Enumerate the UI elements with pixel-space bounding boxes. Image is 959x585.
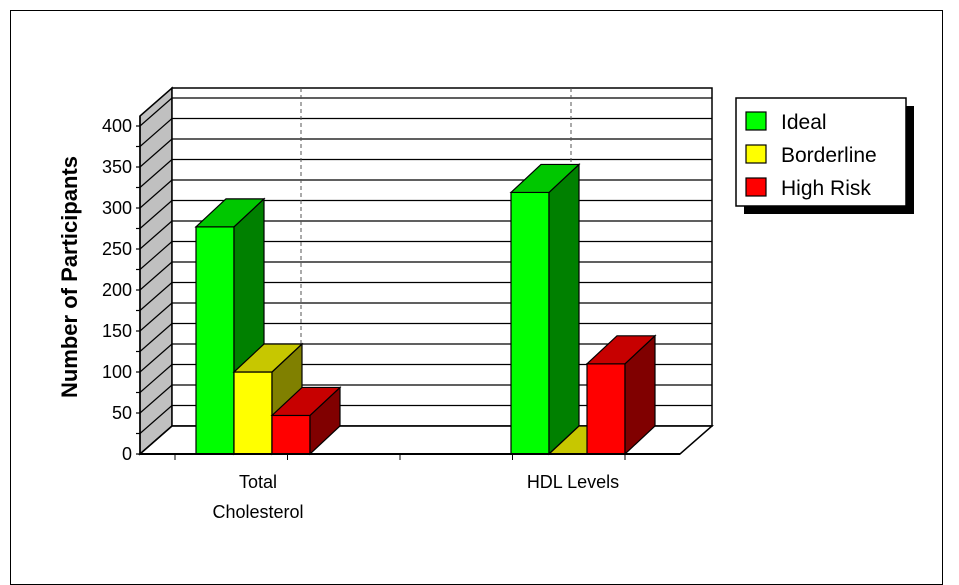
bar-top — [194, 198, 266, 228]
gridline-side — [139, 97, 173, 127]
legend-swatch — [745, 144, 767, 164]
bar-top — [232, 343, 304, 373]
legend-label: Borderline — [781, 144, 877, 167]
bar-front — [195, 226, 235, 455]
y-axis-label: Number of Participants — [57, 156, 82, 398]
legend-label: Ideal — [781, 111, 827, 134]
gridline-side — [139, 138, 173, 168]
y-tick-label: 250 — [102, 239, 132, 259]
bar — [509, 163, 581, 456]
gridline-side — [139, 159, 173, 188]
legend: Ideal Borderline High Risk — [735, 97, 914, 214]
bar-top — [509, 163, 581, 194]
gridline-side — [139, 118, 173, 147]
gridline-side — [139, 364, 173, 393]
y-tick-label: 100 — [102, 362, 132, 382]
x-category-label: Cholesterol — [212, 502, 303, 522]
gridline-side — [139, 200, 173, 229]
gridline-side — [139, 282, 173, 311]
gridline-side — [139, 405, 173, 434]
x-category-labels: Total Cholesterol HDL Levels — [212, 472, 619, 522]
bar-front — [510, 191, 550, 455]
y-tick-label: 200 — [102, 280, 132, 300]
chart-bars — [194, 163, 657, 456]
y-tick-label: 0 — [122, 444, 132, 464]
gridline-side — [139, 241, 173, 270]
bar-front — [586, 363, 626, 455]
y-tick-label: 150 — [102, 321, 132, 341]
gridline-side — [139, 323, 173, 352]
gridline-side — [139, 343, 173, 373]
chart-axes — [136, 116, 680, 460]
bar-top — [270, 386, 342, 417]
y-tick-label: 50 — [112, 403, 132, 423]
gridline-side — [139, 179, 173, 209]
y-tick-labels: 0 50 100 150 200 250 300 350 400 — [102, 116, 132, 464]
legend-swatch — [745, 111, 767, 131]
y-tick-label: 400 — [102, 116, 132, 136]
x-category-label: Total — [239, 472, 277, 492]
legend-label: High Risk — [781, 177, 871, 200]
x-category-label: HDL Levels — [527, 472, 619, 492]
legend-swatch — [745, 177, 767, 197]
y-tick-label: 300 — [102, 198, 132, 218]
bar-front — [233, 371, 273, 455]
gridline-side — [139, 302, 173, 332]
gridline-side — [139, 384, 173, 414]
bar — [585, 334, 657, 456]
bar-front — [271, 414, 311, 455]
gridline-side — [139, 261, 173, 291]
bar-side — [548, 163, 580, 456]
bar-top — [585, 335, 657, 365]
bar-chart: 0 50 100 150 200 250 300 350 400 Total Cholestero… — [57, 86, 914, 522]
y-tick-label: 350 — [102, 157, 132, 177]
gridline-side — [139, 425, 173, 455]
bar — [270, 386, 342, 456]
gridline-side — [139, 220, 173, 250]
